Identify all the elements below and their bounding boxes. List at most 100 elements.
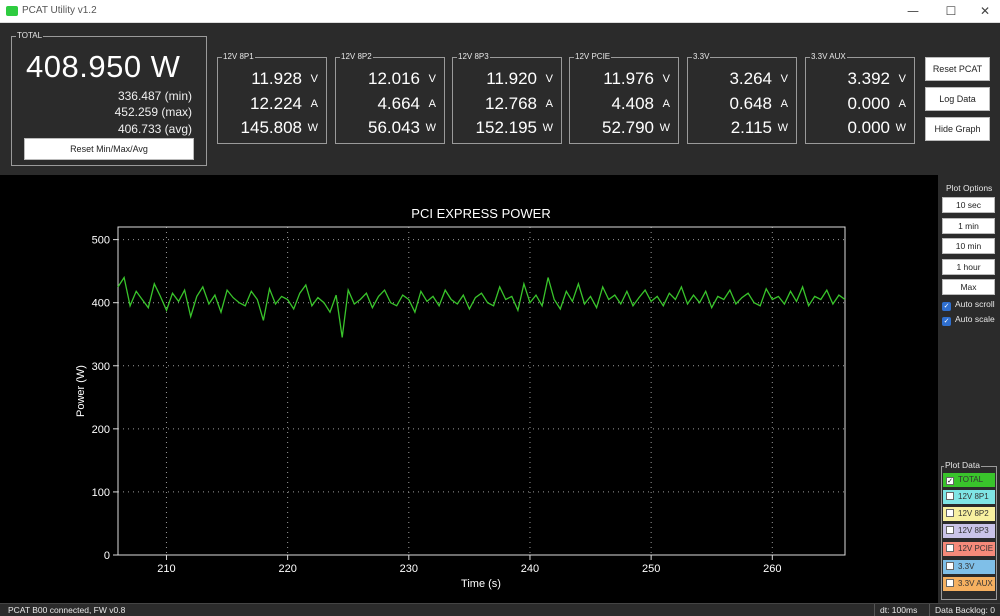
rail-amps-row: 12.224 A (218, 92, 326, 116)
checkbox-checked-icon: ✓ (946, 477, 954, 485)
total-max-readout: 452.259 (max) (114, 105, 192, 119)
rail-watts-value: 0.000 (847, 118, 890, 137)
plot-frame (117, 226, 846, 556)
power-chart-svg: PCI EXPRESS POWER 0 100 200 300 400 500 210 220… (75, 206, 846, 590)
y-tick-label: 300 (92, 361, 110, 373)
rail-amps-value: 0.000 (847, 94, 890, 113)
rail-group-12v-pcie: 12V PCIE 11.976 V 4.408 A 52.790 W (569, 51, 679, 144)
y-axis-label: Power (W) (75, 365, 87, 417)
plot-options-title: Plot Options (946, 183, 993, 193)
rail-volts-row: 3.264 V (688, 67, 796, 91)
log-data-button[interactable]: Log Data (925, 87, 990, 111)
power-plot[interactable]: PCI EXPRESS POWER 0 100 200 300 400 500 210 220… (0, 175, 938, 603)
range-10min-button[interactable]: 10 min (942, 238, 995, 254)
plot-data-item-label: 12V 8P1 (958, 492, 989, 501)
plot-data-item-label: TOTAL (958, 475, 984, 484)
rail-volts-row: 11.920 V (453, 67, 561, 91)
data-backlog: Data Backlog: 0 (935, 605, 996, 615)
plot-data-item-total[interactable]: ✓ TOTAL (943, 473, 995, 487)
auto-scale-checkbox[interactable]: ✓ Auto scale (942, 313, 995, 326)
x-tick-label: 220 (278, 563, 296, 575)
y-tick-label: 0 (104, 550, 110, 562)
x-tick-label: 260 (763, 563, 781, 575)
rail-watts-value: 56.043 (368, 118, 420, 137)
range-10sec-button[interactable]: 10 sec (942, 197, 995, 213)
amps-unit: A (898, 98, 906, 110)
rail-amps-row: 4.408 A (570, 92, 678, 116)
close-button[interactable]: ✕ (979, 4, 991, 18)
y-tick-label: 100 (92, 487, 110, 499)
rail-amps-value: 0.648 (729, 94, 772, 113)
x-axis-label: Time (s) (461, 578, 501, 590)
plot-data-item-3v3[interactable]: 3.3V (943, 560, 995, 574)
auto-scroll-label: Auto scroll (955, 299, 995, 309)
rail-watts-value: 52.790 (602, 118, 654, 137)
auto-scroll-checkbox[interactable]: ✓ Auto scroll (942, 298, 995, 311)
status-divider (929, 604, 930, 616)
amps-unit: A (662, 98, 670, 110)
rail-volts-row: 12.016 V (336, 67, 444, 91)
plot-data-item-3v3-aux[interactable]: 3.3V AUX (943, 577, 995, 591)
watts-unit: W (307, 122, 318, 134)
sample-interval: dt: 100ms (880, 605, 918, 615)
rail-label: 12V 8P3 (457, 51, 490, 63)
amps-unit: A (780, 98, 788, 110)
range-1hour-button[interactable]: 1 hour (942, 259, 995, 275)
rail-label: 12V 8P1 (222, 51, 255, 63)
rail-amps-row: 4.664 A (336, 92, 444, 116)
plot-data-item-12v-8p3[interactable]: 12V 8P3 (943, 524, 995, 538)
y-tick-label: 200 (92, 424, 110, 436)
range-max-button[interactable]: Max (942, 279, 995, 295)
checkbox-icon (946, 562, 954, 570)
rail-group-12v-8p2: 12V 8P2 12.016 V 4.664 A 56.043 W (335, 51, 445, 144)
series-total-line (117, 275, 846, 338)
plot-data-item-12v-pcie[interactable]: 12V PCIE (943, 542, 995, 556)
rail-volts-value: 11.976 (603, 69, 654, 88)
plot-data-item-12v-8p2[interactable]: 12V 8P2 (943, 507, 995, 521)
total-group-label: TOTAL (16, 30, 44, 42)
checkbox-icon (946, 509, 954, 517)
minimize-button[interactable]: — (907, 4, 919, 18)
rail-volts-value: 11.920 (486, 69, 537, 88)
x-tick-label: 230 (400, 563, 418, 575)
range-1min-button[interactable]: 1 min (942, 218, 995, 234)
plot-data-item-label: 3.3V (958, 562, 975, 571)
total-watts-readout: 408.950 W (26, 49, 181, 84)
rail-watts-value: 152.195 (475, 118, 537, 137)
rail-volts-value: 11.928 (251, 69, 302, 88)
rail-group-3v3: 3.3V 3.264 V 0.648 A 2.115 W (687, 51, 797, 144)
rail-watts-value: 2.115 (730, 118, 772, 137)
rail-amps-value: 12.224 (250, 94, 302, 113)
x-tick-label: 240 (521, 563, 539, 575)
rail-volts-value: 12.016 (368, 69, 420, 88)
rail-label: 12V 8P2 (340, 51, 373, 63)
hide-graph-button[interactable]: Hide Graph (925, 117, 990, 141)
rail-amps-row: 12.768 A (453, 92, 561, 116)
status-divider (874, 604, 875, 616)
checkbox-checked-icon: ✓ (942, 302, 951, 311)
watts-unit: W (425, 122, 436, 134)
volts-unit: V (780, 73, 788, 85)
app-icon (6, 6, 18, 16)
rail-label: 3.3V AUX (810, 51, 847, 63)
reset-min-max-avg-button[interactable]: Reset Min/Max/Avg (24, 138, 194, 160)
amps-unit: A (428, 98, 436, 110)
checkbox-icon (946, 492, 954, 500)
plot-data-item-12v-8p1[interactable]: 12V 8P1 (943, 490, 995, 504)
rail-watts-row: 56.043 W (336, 116, 444, 140)
rail-volts-value: 3.264 (729, 69, 772, 88)
rail-amps-value: 4.664 (377, 94, 420, 113)
y-tick-label: 400 (92, 298, 110, 310)
rail-volts-row: 11.928 V (218, 67, 326, 91)
amps-unit: A (310, 98, 318, 110)
chart-grid (118, 227, 845, 555)
plot-data-item-label: 12V PCIE (958, 544, 994, 553)
maximize-button[interactable]: ☐ (945, 4, 957, 18)
y-tick-label: 500 (92, 235, 110, 247)
volts-unit: V (310, 73, 318, 85)
checkbox-checked-icon: ✓ (942, 317, 951, 326)
amps-unit: A (545, 98, 553, 110)
chart-ticks: 0 100 200 300 400 500 210 220 230 240 250 260 (92, 235, 782, 575)
reset-pcat-button[interactable]: Reset PCAT (925, 57, 990, 81)
watts-unit: W (659, 122, 670, 134)
